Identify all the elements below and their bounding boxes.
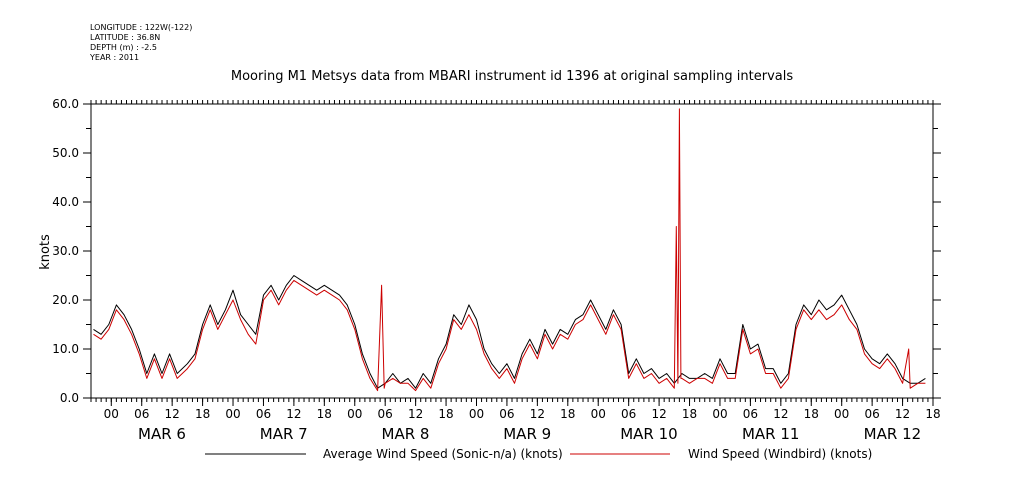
x-tick-label: 06 bbox=[256, 407, 271, 421]
x-day-label: MAR 6 bbox=[138, 425, 186, 443]
x-tick-label: 00 bbox=[712, 407, 727, 421]
y-tick-label: 20.0 bbox=[52, 293, 79, 307]
x-tick-label: 00 bbox=[591, 407, 606, 421]
x-day-label: MAR 11 bbox=[742, 425, 799, 443]
legend-label-average: Average Wind Speed (Sonic-n/a) (knots) bbox=[323, 447, 563, 461]
x-tick-label: 12 bbox=[773, 407, 788, 421]
x-day-label: MAR 7 bbox=[260, 425, 308, 443]
y-tick-label: 50.0 bbox=[52, 146, 79, 160]
longitude-text: LONGITUDE : 122W(-122) bbox=[90, 23, 192, 32]
y-tick-label: 40.0 bbox=[52, 195, 79, 209]
legend: Average Wind Speed (Sonic-n/a) (knots) Wi… bbox=[205, 447, 872, 461]
y-axis-label: knots bbox=[38, 234, 53, 270]
x-tick-label: 00 bbox=[104, 407, 119, 421]
plot-frame bbox=[90, 103, 934, 399]
year-text: YEAR : 2011 bbox=[89, 53, 139, 62]
x-tick-label: 12 bbox=[408, 407, 423, 421]
plot-area: 0.0 10.0 20.0 30.0 40.0 50.0 60.0 00 06 12 18 00 06 1… bbox=[52, 97, 941, 461]
x-day-label: MAR 8 bbox=[382, 425, 430, 443]
x-tick-label: 06 bbox=[134, 407, 149, 421]
x-tick-label: 06 bbox=[378, 407, 393, 421]
x-tick-label: 18 bbox=[195, 407, 210, 421]
depth-text: DEPTH (m) : -2.5 bbox=[90, 43, 157, 52]
x-tick-label: 00 bbox=[834, 407, 849, 421]
x-tick-label: 06 bbox=[743, 407, 758, 421]
x-tick-label: 06 bbox=[864, 407, 879, 421]
x-tick-label: 12 bbox=[165, 407, 180, 421]
metadata-header: LONGITUDE : 122W(-122) LATITUDE : 36.8N … bbox=[89, 23, 192, 62]
x-day-label: MAR 10 bbox=[620, 425, 677, 443]
x-tick-label: 00 bbox=[347, 407, 362, 421]
y-tick-label: 30.0 bbox=[52, 244, 79, 258]
x-tick-label: 00 bbox=[225, 407, 240, 421]
x-tick-label: 18 bbox=[925, 407, 940, 421]
latitude-text: LATITUDE : 36.8N bbox=[90, 33, 160, 42]
legend-label-windbird: Wind Speed (Windbird) (knots) bbox=[688, 447, 872, 461]
x-tick-label: 18 bbox=[438, 407, 453, 421]
x-tick-label: 18 bbox=[682, 407, 697, 421]
x-tick-label: 18 bbox=[560, 407, 575, 421]
x-day-label: MAR 12 bbox=[864, 425, 921, 443]
y-tick-label: 0.0 bbox=[60, 391, 79, 405]
x-tick-label: 12 bbox=[895, 407, 910, 421]
series-line-1 bbox=[93, 275, 926, 389]
x-tick-label: 06 bbox=[621, 407, 636, 421]
x-day-label: MAR 9 bbox=[503, 425, 551, 443]
x-tick-label: 06 bbox=[499, 407, 514, 421]
x-tick-label: 12 bbox=[651, 407, 666, 421]
series-line-2 bbox=[93, 108, 926, 392]
chart-title: Mooring M1 Metsys data from MBARI instru… bbox=[231, 69, 793, 84]
x-tick-label: 00 bbox=[469, 407, 484, 421]
x-tick-label: 12 bbox=[286, 407, 301, 421]
y-tick-label: 60.0 bbox=[52, 97, 79, 111]
y-tick-label: 10.0 bbox=[52, 342, 79, 356]
x-tick-label: 18 bbox=[317, 407, 332, 421]
x-tick-label: 12 bbox=[530, 407, 545, 421]
x-tick-label: 18 bbox=[804, 407, 819, 421]
